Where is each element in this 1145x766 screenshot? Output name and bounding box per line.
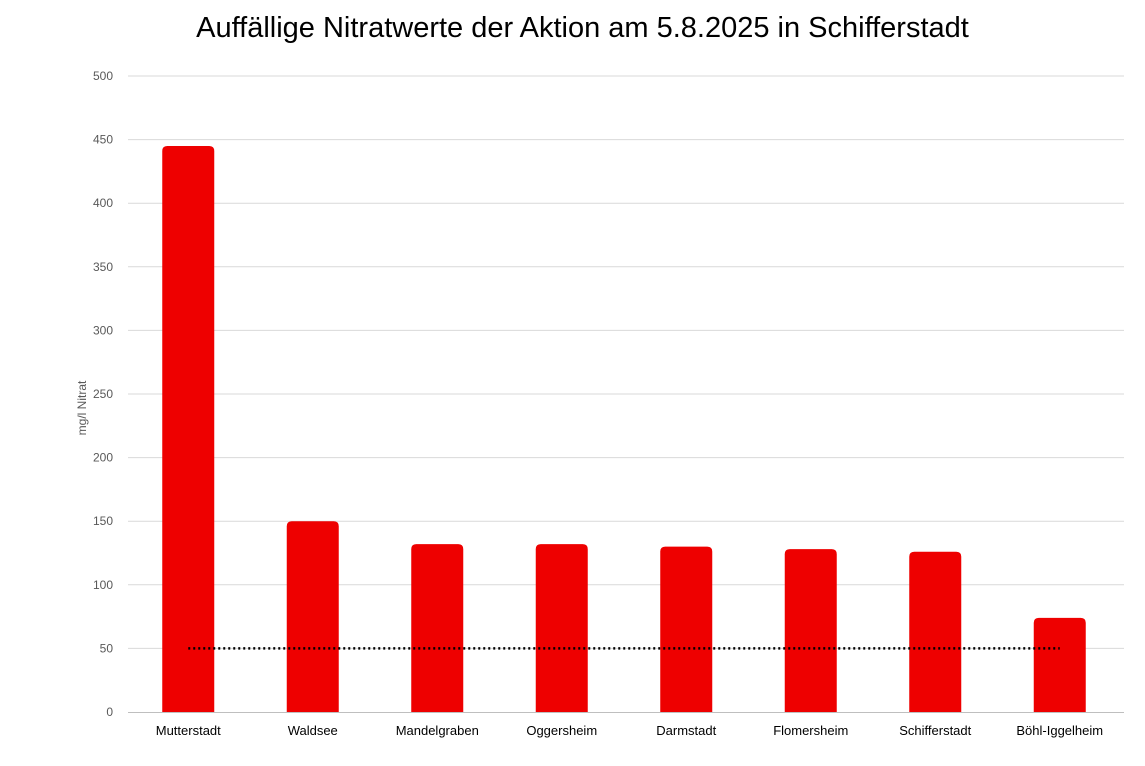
x-tick-label: Flomersheim [773, 723, 848, 738]
bar-mutterstadt [162, 145, 215, 712]
y-tick-label: 450 [93, 133, 113, 147]
x-tick-label: Mutterstadt [156, 723, 221, 738]
x-tick-label: Waldsee [288, 723, 338, 738]
bar-böhl-iggelheim [1033, 617, 1086, 712]
x-tick-label: Oggersheim [526, 723, 597, 738]
y-tick-label: 150 [93, 514, 113, 528]
y-axis-label: mg/l Nitrat [75, 380, 89, 435]
bar-oggersheim [535, 544, 588, 712]
y-tick-label: 200 [93, 451, 113, 465]
x-tick-label: Schifferstadt [899, 723, 971, 738]
x-tick-label: Darmstadt [656, 723, 716, 738]
y-tick-label: 500 [93, 69, 113, 83]
y-tick-label: 400 [93, 196, 113, 210]
y-tick-label: 0 [106, 705, 113, 719]
y-tick-label: 300 [93, 323, 113, 337]
y-tick-label: 350 [93, 260, 113, 274]
y-tick-label: 50 [100, 641, 114, 655]
chart-title: Auffällige Nitratwerte der Aktion am 5.8… [196, 12, 969, 44]
x-tick-label: Böhl-Iggelheim [1016, 723, 1103, 738]
bar-waldsee [286, 521, 339, 712]
bar-darmstadt [660, 546, 713, 712]
bar-mandelgraben [411, 544, 464, 712]
y-tick-label: 250 [93, 387, 113, 401]
bar-flomersheim [784, 549, 837, 712]
y-tick-label: 100 [93, 578, 113, 592]
bar-schifferstadt [909, 551, 962, 712]
x-tick-label: Mandelgraben [396, 723, 479, 738]
